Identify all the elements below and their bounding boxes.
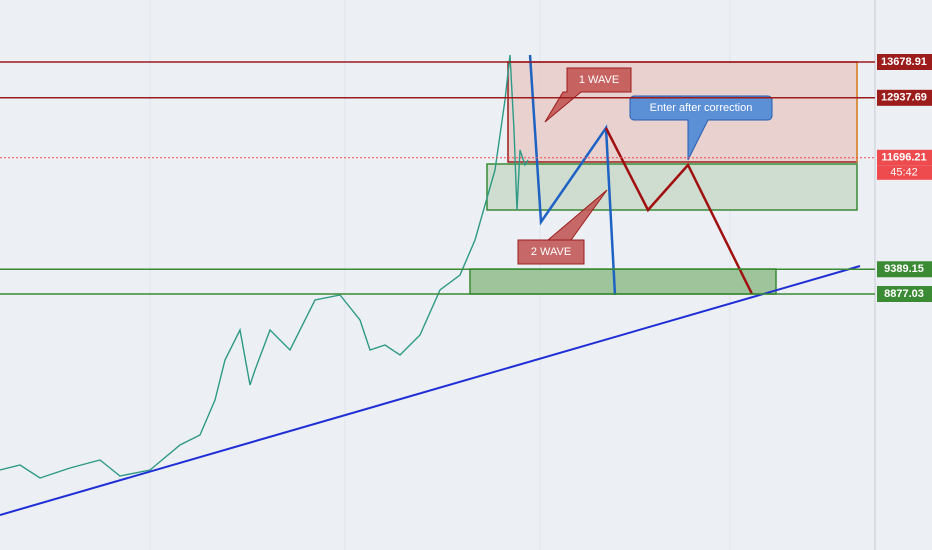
timer-bg	[877, 165, 932, 180]
level-label: 11696.21	[881, 152, 926, 164]
wave-path-red	[604, 127, 754, 295]
timer-label: 45:42	[890, 167, 918, 179]
level-label-bg	[877, 149, 932, 166]
level-label-bg	[877, 286, 932, 302]
callout-label: Enter after correction	[650, 102, 753, 114]
callout-label: 2 WAVE	[531, 246, 571, 258]
level-label-bg	[877, 261, 932, 278]
buy-zone	[486, 163, 858, 211]
level-label: 12937.69	[881, 92, 927, 104]
callout-wave2	[517, 189, 608, 265]
level-label: 9389.15	[884, 263, 924, 275]
level-label-bg	[877, 54, 932, 70]
level-label: 8877.03	[884, 288, 924, 300]
callout-entry	[629, 95, 773, 161]
level-label-bg	[877, 89, 932, 106]
callout-label: 1 WAVE	[579, 74, 619, 86]
support-zone	[469, 268, 777, 295]
trend-line	[0, 265, 861, 516]
wave-path-blue	[528, 54, 617, 296]
callout-wave1	[544, 67, 632, 123]
level-label: 13678.91	[881, 56, 927, 68]
price-line	[0, 54, 529, 479]
